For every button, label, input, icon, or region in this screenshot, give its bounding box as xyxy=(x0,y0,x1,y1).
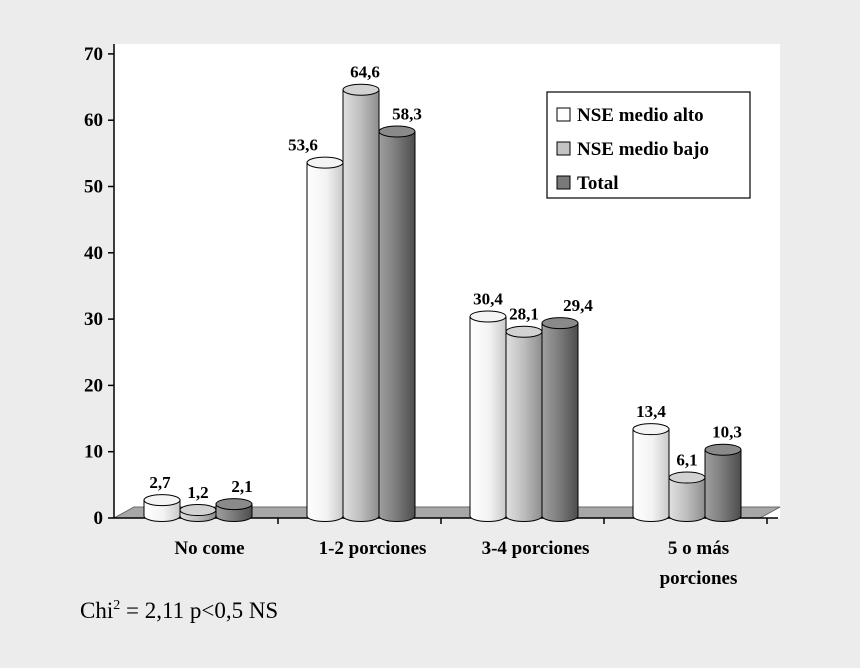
bar-cap xyxy=(143,494,181,507)
x-tick-group: No come 1-2 porciones 3-4 porciones 5 o más… xyxy=(174,518,768,589)
data-label: 29,4 xyxy=(563,296,593,315)
bar-body xyxy=(632,428,670,522)
legend-label: NSE medio bajo xyxy=(577,139,709,160)
y-tick-label: 40 xyxy=(84,243,103,264)
bar-cap xyxy=(469,310,507,323)
y-tick-label: 60 xyxy=(84,110,103,131)
legend-label: Total xyxy=(577,173,619,194)
y-tick-label: 0 xyxy=(94,508,104,529)
data-label: 64,6 xyxy=(350,63,380,82)
bar-body xyxy=(541,322,579,522)
bar xyxy=(215,498,253,522)
y-tick-label: 30 xyxy=(84,309,103,330)
y-tick-label: 50 xyxy=(84,177,103,198)
bar-cap xyxy=(505,325,543,338)
data-label: 2,1 xyxy=(231,477,252,496)
bar-cap xyxy=(704,443,742,456)
data-label: 28,1 xyxy=(509,305,539,324)
footnote-prefix: Chi xyxy=(80,598,114,623)
bar-body xyxy=(505,331,543,522)
bar-body xyxy=(469,315,507,522)
bar-group xyxy=(143,83,742,522)
data-label: 6,1 xyxy=(676,451,697,470)
bar-cap xyxy=(215,498,253,511)
footnote-statistic: = 2,11 p<0,5 NS xyxy=(120,598,279,623)
bar xyxy=(306,156,344,522)
chi-square-footnote: Chi2 = 2,11 p<0,5 NS xyxy=(80,598,278,624)
data-label: 10,3 xyxy=(712,423,742,442)
legend-swatch xyxy=(556,175,571,190)
y-tick-label: 10 xyxy=(84,442,103,463)
bar-body xyxy=(306,162,344,522)
legend-swatch xyxy=(556,141,571,156)
data-label: 53,6 xyxy=(288,136,318,155)
x-tick-label: No come xyxy=(174,538,244,559)
legend-box xyxy=(546,91,751,199)
bar-cap xyxy=(541,317,579,330)
bar xyxy=(704,443,742,522)
data-label: 30,4 xyxy=(473,289,503,308)
data-label: 58,3 xyxy=(392,104,422,123)
x-tick-label: 3-4 porciones xyxy=(482,538,590,559)
bar xyxy=(378,125,416,522)
bar-body xyxy=(342,89,380,522)
y-tick-label: 70 xyxy=(84,44,103,65)
bar xyxy=(469,310,507,522)
bar-chart: 0 10 20 30 40 50 60 70 No come 1-2 porciones 3-4 … xyxy=(84,44,781,589)
x-tick-label: 5 o más porciones xyxy=(660,538,738,589)
bar xyxy=(505,325,543,522)
legend-items: NSE medio alto NSE medio bajo Total xyxy=(556,105,709,194)
bar-cap xyxy=(668,471,706,484)
bar-body xyxy=(378,130,416,522)
bar-cap xyxy=(378,125,416,138)
data-label: 2,7 xyxy=(149,473,171,492)
bar xyxy=(143,494,181,522)
bar xyxy=(632,423,670,522)
data-label: 1,2 xyxy=(187,483,208,502)
bar xyxy=(668,471,706,522)
bar-body xyxy=(704,449,742,522)
bar-cap xyxy=(179,504,217,517)
bar-cap xyxy=(342,83,380,96)
legend-swatch xyxy=(556,107,571,122)
bar xyxy=(541,317,579,522)
legend-label: NSE medio alto xyxy=(577,105,704,126)
y-tick-group: 0 10 20 30 40 50 60 70 xyxy=(84,44,114,529)
footnote-superscript: 2 xyxy=(113,598,121,613)
legend: NSE medio alto NSE medio bajo Total xyxy=(546,91,751,199)
bar-cap xyxy=(306,156,344,169)
bar-body xyxy=(668,477,706,522)
bar xyxy=(179,504,217,522)
x-tick-label: 1-2 porciones xyxy=(319,538,427,559)
data-label-group: 2,7 1,2 2,1 53,6 64,6 58,3 30,4 28,1 29,4 13,4 6,1… xyxy=(149,63,742,502)
bar-cap xyxy=(632,423,670,436)
y-tick-label: 20 xyxy=(84,375,103,396)
bar xyxy=(342,83,380,522)
data-label: 13,4 xyxy=(636,402,666,421)
